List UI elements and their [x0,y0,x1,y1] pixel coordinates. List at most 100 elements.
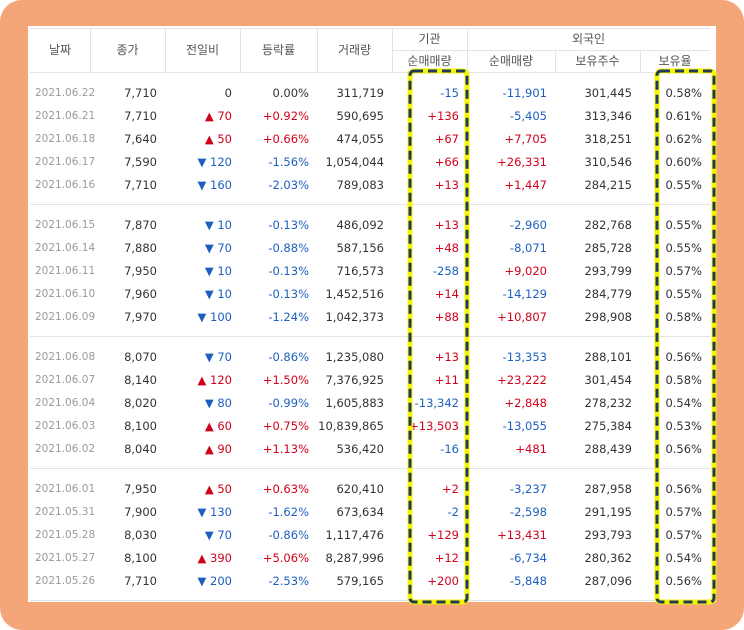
value-cell: 0.56% [665,350,702,364]
date-cell: 2021.06.08 [35,351,96,363]
value-cell: -14,129 [502,287,547,301]
value-cell: 0.58% [665,86,702,100]
rule [30,72,710,73]
value-cell: 0.54% [665,551,702,565]
value-cell: +1.13% [262,442,309,456]
date-cell: 2021.05.31 [35,506,96,518]
value-cell: 7,880 [124,241,157,255]
value-cell: 7,710 [124,178,157,192]
value-cell: -11,901 [502,86,547,100]
date-cell: 2021.06.10 [35,288,96,300]
date-cell: 2021.06.21 [35,110,96,122]
value-cell: 0.57% [665,264,702,278]
value-cell: 280,362 [584,551,632,565]
group-header: 외국인 [571,32,606,46]
value-cell: 278,232 [584,396,632,410]
date-cell: 2021.06.03 [35,420,96,432]
rule [317,28,318,72]
value-cell: 486,092 [336,218,384,232]
value-cell: -2,598 [509,505,547,519]
value-cell: +5.06% [262,551,309,565]
rule [30,468,710,469]
value-cell: 0.56% [665,482,702,496]
value-cell: +67 [434,132,459,146]
value-cell: 8,040 [124,442,157,456]
value-cell: ▼ 10 [204,264,232,278]
value-cell: +12 [434,551,459,565]
highlight-inst-dash [408,69,469,604]
value-cell: 673,634 [336,505,384,519]
table: 날짜 종가 전일비 등락률 거래량 기관 순매매량 외국인 순매매량 보유주수 보유율 2021.06… [28,26,716,602]
value-cell: +0.66% [262,132,309,146]
value-cell: +88 [434,310,459,324]
value-cell: 0.57% [665,505,702,519]
value-cell: 8,140 [124,373,157,387]
value-cell: ▲ 90 [204,442,232,456]
value-cell: 8,020 [124,396,157,410]
date-cell: 2021.06.22 [35,87,96,99]
value-cell: 0.62% [665,132,702,146]
value-cell: ▼ 100 [197,310,232,324]
date-cell: 2021.06.11 [35,265,96,277]
value-cell: 284,215 [584,178,632,192]
value-cell: 301,445 [584,86,632,100]
value-cell: -6,734 [509,551,547,565]
rule [392,28,393,72]
value-cell: 288,101 [584,350,632,364]
value-cell: 789,083 [336,178,384,192]
value-cell: +66 [434,155,459,169]
value-cell: 7,376,925 [325,373,384,387]
value-cell: +200 [427,574,459,588]
value-cell: -0.13% [268,264,309,278]
column-header: 전일비 [185,43,220,57]
value-cell: +0.63% [262,482,309,496]
sub-header: 보유주수 [575,54,620,68]
date-cell: 2021.06.16 [35,179,96,191]
rule [640,50,641,72]
value-cell: 301,454 [584,373,632,387]
value-cell: 8,100 [124,419,157,433]
value-cell: -1.24% [268,310,309,324]
value-cell: ▼ 70 [204,241,232,255]
date-cell: 2021.06.14 [35,242,96,254]
rule [555,50,556,72]
value-cell: 7,710 [124,574,157,588]
date-cell: 2021.06.01 [35,483,96,495]
value-cell: -2.03% [268,178,309,192]
value-cell: ▲ 50 [204,132,232,146]
value-cell: ▼ 70 [204,528,232,542]
value-cell: ▲ 390 [197,551,232,565]
rule [467,28,468,72]
value-cell: -5,405 [509,109,547,123]
value-cell: 7,710 [124,109,157,123]
value-cell: -0.13% [268,218,309,232]
date-cell: 2021.06.15 [35,219,96,231]
rule [392,50,710,51]
value-cell: 0.56% [665,574,702,588]
group-header: 기관 [418,32,441,46]
value-cell: 293,799 [584,264,632,278]
highlight-ratio [654,68,717,605]
value-cell: 282,768 [584,218,632,232]
value-cell: -0.86% [268,350,309,364]
value-cell: 7,970 [124,310,157,324]
value-cell: -0.88% [268,241,309,255]
value-cell: +481 [515,442,547,456]
value-cell: +7,705 [504,132,547,146]
value-cell: -8,071 [509,241,547,255]
value-cell: -0.86% [268,528,309,542]
value-cell: 0.54% [665,396,702,410]
value-cell: 0.58% [665,310,702,324]
value-cell: 590,695 [336,109,384,123]
date-cell: 2021.06.18 [35,133,96,145]
value-cell: 310,546 [584,155,632,169]
value-cell: 1,605,883 [325,396,384,410]
value-cell: ▲ 60 [204,419,232,433]
value-cell: -16 [440,442,459,456]
value-cell: +9,020 [504,264,547,278]
value-cell: 7,960 [124,287,157,301]
value-cell: 298,908 [584,310,632,324]
value-cell: ▼ 10 [204,218,232,232]
value-cell: ▼ 80 [204,396,232,410]
date-cell: 2021.05.28 [35,529,96,541]
